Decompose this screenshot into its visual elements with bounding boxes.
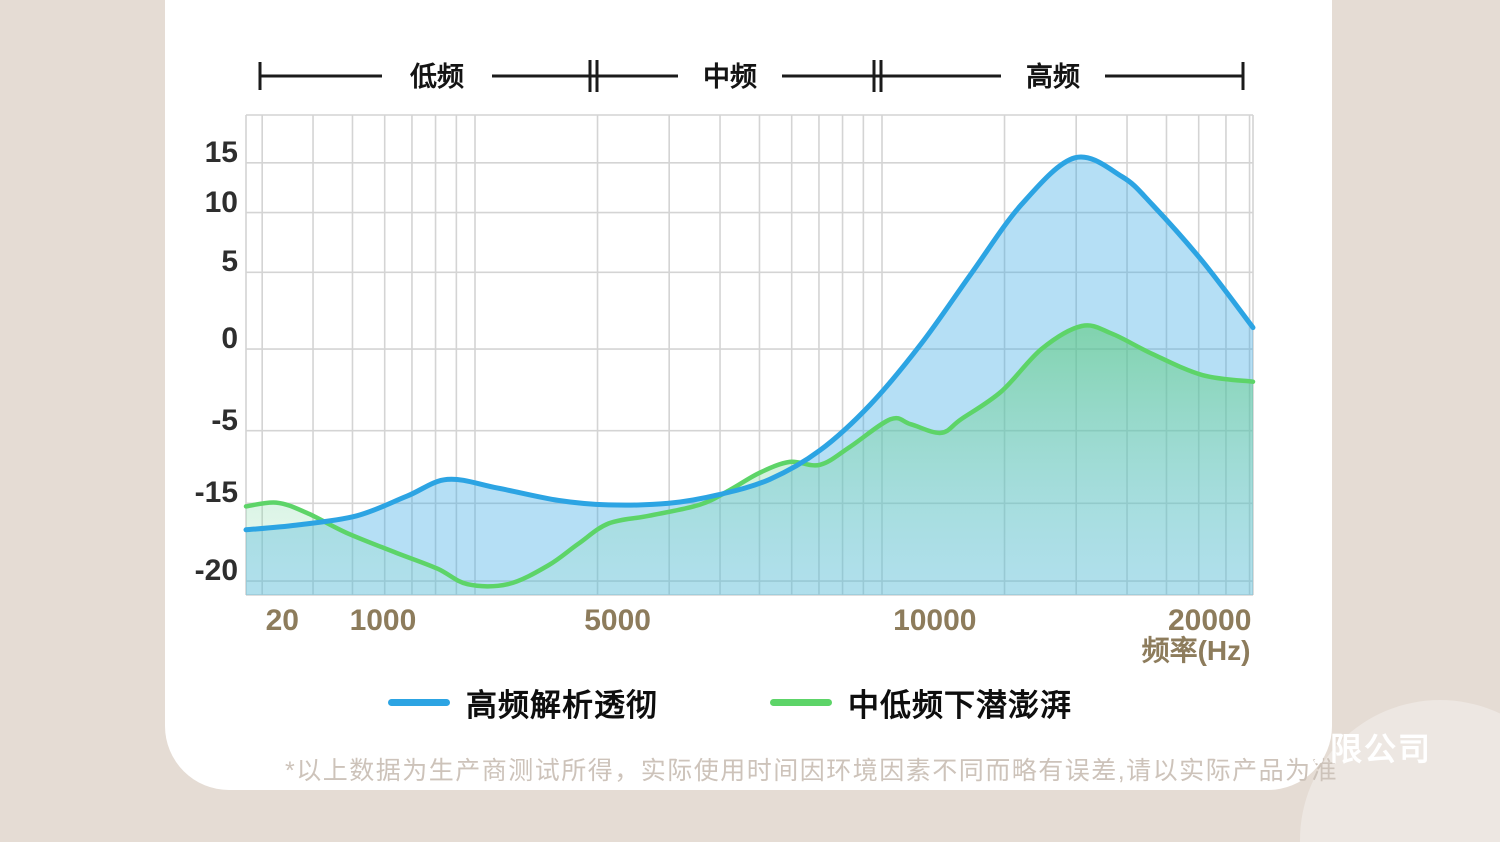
x-axis-tick-label: 10000 xyxy=(893,604,977,637)
y-axis-tick-label: 15 xyxy=(204,135,238,169)
legend-item-blue: 高频解析透彻 xyxy=(388,684,658,723)
x-axis-tick-label: 20000 xyxy=(1167,604,1252,637)
legend-label-blue: 高频解析透彻 xyxy=(466,687,658,723)
y-axis-tick-label: -20 xyxy=(194,554,238,588)
y-axis-tick-label: -15 xyxy=(194,476,238,510)
legend-line-swatch-blue xyxy=(388,698,450,706)
x-axis-unit-label: 频率(Hz) xyxy=(1141,635,1251,666)
series-line-green xyxy=(243,323,1256,589)
band-label-mid: 中频 xyxy=(703,62,757,92)
y-axis-tick-label: 10 xyxy=(204,185,238,219)
frequency-band-ruler xyxy=(258,60,1245,92)
series-fills xyxy=(246,156,1253,595)
y-axis-tick-label: 5 xyxy=(221,245,238,279)
band-label-high: 高频 xyxy=(1026,61,1080,92)
disclaimer-footnote: *以上数据为生产商测试所得，实际使用时间因环境因素不同而略有误差,请以实际产品为… xyxy=(285,757,1339,785)
y-axis-tick-label: 0 xyxy=(221,322,238,356)
x-axis-tick-label: 5000 xyxy=(584,604,651,637)
company-watermark: 有限公司 xyxy=(1296,731,1433,767)
y-axis-tick-label: -5 xyxy=(211,403,238,437)
band-labels: 低频 中频 高频 xyxy=(409,61,1080,92)
x-axis-tick-label: 1000 xyxy=(349,604,417,637)
legend-label-green: 中低频下潜澎湃 xyxy=(848,687,1072,723)
series-line-blue xyxy=(243,154,1256,533)
series-curves xyxy=(243,154,1256,589)
chart-legend: 高频解析透彻 中低频下潜澎湃 xyxy=(0,684,1500,723)
legend-line-swatch-green xyxy=(770,698,832,706)
band-label-low: 低频 xyxy=(409,62,464,92)
x-axis-tick-label: 20 xyxy=(265,604,299,637)
legend-item-green: 中低频下潜澎湃 xyxy=(770,684,1072,723)
